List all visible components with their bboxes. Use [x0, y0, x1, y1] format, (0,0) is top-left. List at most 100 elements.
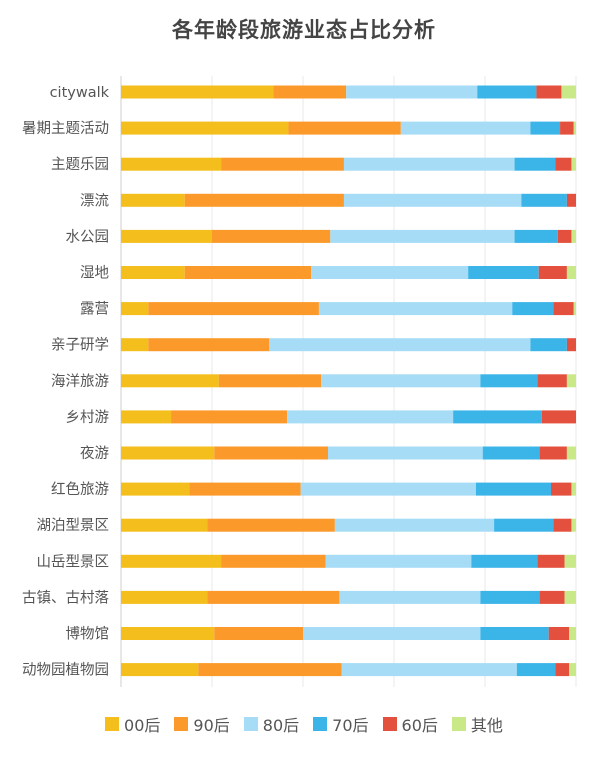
legend: 00后 90后 80后 70后 60后 其他	[0, 712, 608, 736]
bar-segment	[121, 121, 289, 135]
bar-segment	[555, 157, 572, 171]
bar-segment	[328, 446, 483, 460]
legend-item: 80后	[243, 712, 300, 736]
bar-segment	[121, 518, 208, 532]
bar-segment	[512, 302, 554, 316]
category-label: 海洋旅游	[51, 373, 109, 390]
bar-segment	[571, 482, 576, 496]
bar-segment	[343, 157, 515, 171]
bar-segment	[537, 374, 567, 388]
bar-segment	[530, 121, 561, 135]
bar-segment	[300, 482, 476, 496]
legend-label: 00后	[124, 716, 161, 735]
bar-segment	[121, 266, 185, 279]
category-label: 暑期主题活动	[22, 120, 109, 137]
bar-segment	[573, 302, 576, 316]
bar-segment	[560, 121, 574, 135]
bar-segment	[566, 338, 576, 352]
bar-segment	[494, 518, 554, 532]
bar-segment	[189, 482, 301, 496]
bar-row	[121, 85, 576, 99]
bar-segment	[471, 554, 538, 568]
chart-title: 各年龄段旅游业态占比分析	[172, 18, 436, 42]
bar-row	[121, 518, 576, 532]
bar-segment	[318, 302, 513, 316]
bar-segment	[218, 374, 322, 388]
bar-segment	[273, 85, 347, 99]
category-label: 湿地	[80, 265, 109, 282]
bar-segment	[287, 410, 454, 424]
bar-row	[121, 446, 576, 460]
bar-segment	[121, 627, 215, 640]
bar-segment	[121, 302, 149, 316]
category-label: 乡村游	[66, 409, 110, 426]
bar-segment	[311, 266, 469, 279]
bar-segment	[557, 229, 572, 243]
bar-segment	[566, 374, 576, 388]
bar-row	[121, 302, 576, 316]
legend-label: 90后	[193, 716, 230, 735]
category-label: 红色旅游	[51, 481, 109, 498]
bar-segment	[569, 627, 576, 640]
bar-segment	[121, 410, 172, 424]
bar-segment	[569, 663, 576, 677]
legend-swatch	[243, 717, 258, 731]
bar-segment	[121, 554, 222, 568]
bar-segment	[184, 193, 344, 207]
bar-segment	[566, 266, 576, 279]
category-label: 漂流	[80, 192, 109, 209]
bar-segment	[468, 266, 539, 279]
legend-label: 70后	[332, 716, 369, 735]
bar-segment	[561, 85, 576, 99]
bar-segment	[571, 229, 576, 243]
category-label: 山岳型景区	[37, 553, 110, 570]
bar-segment	[121, 590, 208, 604]
bar-segment	[514, 157, 556, 171]
bar-segment	[573, 121, 576, 135]
bar-segment	[539, 590, 565, 604]
bar-segment	[214, 627, 303, 640]
bar-segment	[214, 446, 329, 460]
legend-label: 80后	[262, 716, 300, 735]
category-label: 夜游	[80, 445, 109, 462]
bar-row	[121, 410, 576, 424]
bar-segment	[121, 374, 219, 388]
bar-segment	[121, 193, 185, 207]
bar-segment	[475, 482, 551, 496]
bar-row	[121, 554, 576, 568]
bar-row	[121, 663, 576, 677]
bar-segment	[521, 193, 567, 207]
bar-segment	[121, 229, 212, 243]
bar-row	[121, 157, 576, 171]
category-label: 湖泊型景区	[37, 517, 110, 534]
bar-segment	[341, 663, 517, 677]
bar-row	[121, 627, 576, 640]
bar-segment	[121, 663, 199, 677]
bar-row	[121, 121, 576, 135]
bar-segment	[482, 446, 540, 460]
bar-segment	[516, 663, 556, 677]
legend-swatch	[313, 717, 328, 731]
bar-row	[121, 482, 576, 496]
category-label: 动物园植物园	[22, 662, 109, 679]
legend-item: 70后	[313, 712, 369, 736]
legend-swatch	[382, 717, 397, 731]
category-label: citywalk	[50, 85, 110, 101]
bar-segment	[530, 338, 567, 352]
bar-segment	[121, 338, 149, 352]
bar-row	[121, 193, 576, 207]
bar-segment	[121, 446, 215, 460]
category-label: 主题乐园	[51, 156, 109, 173]
bar-segment	[207, 590, 340, 604]
bar-segment	[121, 482, 190, 496]
bar-segment	[269, 338, 531, 352]
legend-swatch	[174, 717, 189, 731]
bar-segment	[571, 518, 576, 532]
bar-segment	[171, 410, 288, 424]
bar-segment	[477, 85, 537, 99]
legend-label: 60后	[401, 716, 438, 735]
legend-swatch	[105, 717, 120, 731]
bar-segment	[400, 121, 531, 135]
bar-segment	[207, 518, 335, 532]
